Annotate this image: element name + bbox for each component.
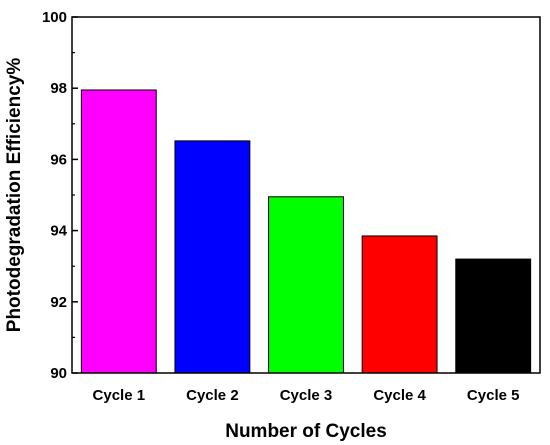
y-tick-label: 94	[50, 223, 67, 240]
y-tick-label: 96	[50, 151, 67, 168]
bar-cycle-5	[455, 258, 532, 374]
y-axis: 90 92 94 96 98 100	[42, 9, 78, 382]
x-tick-label: Cycle 1	[93, 387, 146, 404]
y-tick-label: 98	[50, 80, 67, 97]
x-axis: Cycle 1 Cycle 2 Cycle 3 Cycle 4 Cycle 5	[93, 387, 520, 404]
bar-cycle-3	[268, 196, 344, 374]
bar-cycle-2	[174, 140, 251, 374]
x-tick-label: Cycle 5	[467, 387, 520, 404]
y-tick-label: 90	[50, 365, 67, 382]
x-tick-label: Cycle 3	[280, 387, 333, 404]
y-tick-label: 92	[50, 294, 67, 311]
x-axis-title: Number of Cycles	[225, 421, 387, 442]
y-axis-title: Photodegradation Efficiency%	[4, 58, 25, 333]
bar-cycle-4	[361, 235, 438, 374]
bars-group	[80, 89, 532, 374]
bar-cycle-1	[80, 89, 157, 374]
x-tick-label: Cycle 2	[186, 387, 239, 404]
x-tick-label: Cycle 4	[373, 387, 426, 404]
y-tick-label: 100	[42, 9, 67, 26]
